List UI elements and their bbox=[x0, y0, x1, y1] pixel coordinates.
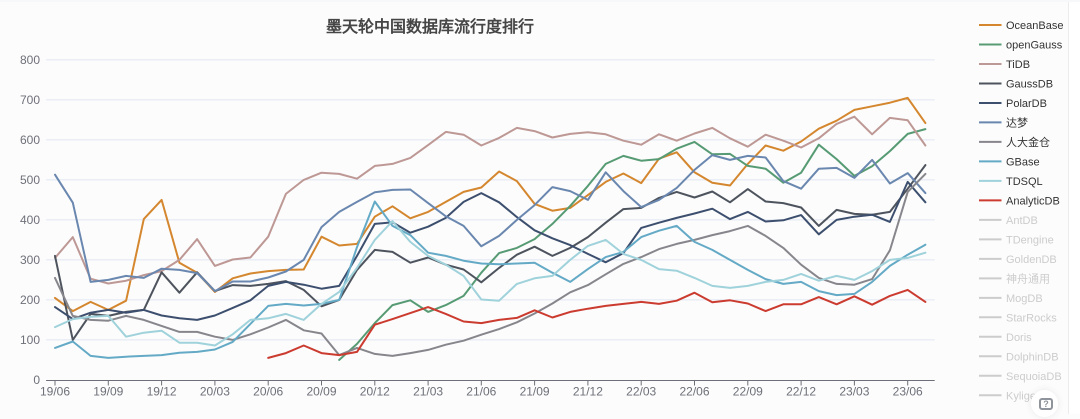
svg-text:TiDB: TiDB bbox=[1006, 59, 1030, 71]
svg-text:GBase: GBase bbox=[1006, 157, 1040, 169]
svg-text:21/06: 21/06 bbox=[466, 385, 496, 399]
svg-text:20/12: 20/12 bbox=[360, 385, 390, 399]
svg-text:21/12: 21/12 bbox=[573, 385, 603, 399]
svg-text:openGauss: openGauss bbox=[1006, 40, 1063, 52]
svg-text:400: 400 bbox=[20, 213, 40, 227]
svg-text:SequoiaDB: SequoiaDB bbox=[1006, 371, 1062, 383]
svg-text:600: 600 bbox=[20, 133, 40, 147]
svg-text:23/06: 23/06 bbox=[893, 385, 923, 399]
svg-text:AntDB: AntDB bbox=[1006, 215, 1038, 227]
svg-text:AnalyticDB: AnalyticDB bbox=[1006, 196, 1060, 208]
svg-text:800: 800 bbox=[20, 53, 40, 67]
svg-text:22/12: 22/12 bbox=[786, 385, 816, 399]
svg-text:19/12: 19/12 bbox=[147, 385, 177, 399]
svg-text:DolphinDB: DolphinDB bbox=[1006, 352, 1059, 364]
svg-text:OceanBase: OceanBase bbox=[1006, 20, 1063, 32]
svg-text:Doris: Doris bbox=[1006, 332, 1032, 344]
svg-text:300: 300 bbox=[20, 253, 40, 267]
svg-text:0: 0 bbox=[33, 373, 40, 387]
svg-text:MogDB: MogDB bbox=[1006, 293, 1043, 305]
svg-text:22/03: 22/03 bbox=[626, 385, 656, 399]
svg-text:23/03: 23/03 bbox=[839, 385, 869, 399]
svg-text:19/09: 19/09 bbox=[93, 385, 123, 399]
svg-text:TDSQL: TDSQL bbox=[1006, 176, 1043, 188]
svg-text:21/09: 21/09 bbox=[520, 385, 550, 399]
svg-text:墨天轮中国数据库流行度排行: 墨天轮中国数据库流行度排行 bbox=[326, 17, 534, 36]
svg-text:22/06: 22/06 bbox=[679, 385, 709, 399]
svg-text:GaussDB: GaussDB bbox=[1006, 79, 1053, 91]
svg-text:20/03: 20/03 bbox=[200, 385, 230, 399]
svg-text:200: 200 bbox=[20, 293, 40, 307]
svg-text:GoldenDB: GoldenDB bbox=[1006, 254, 1057, 266]
svg-text:700: 700 bbox=[20, 93, 40, 107]
svg-text:20/06: 20/06 bbox=[253, 385, 283, 399]
svg-text:达梦: 达梦 bbox=[1006, 117, 1028, 130]
svg-text:PolarDB: PolarDB bbox=[1006, 98, 1047, 110]
svg-text:人大金仓: 人大金仓 bbox=[1006, 135, 1050, 149]
svg-text:StarRocks: StarRocks bbox=[1006, 313, 1057, 325]
svg-text:100: 100 bbox=[20, 333, 40, 347]
svg-text:22/09: 22/09 bbox=[733, 385, 763, 399]
svg-text:21/03: 21/03 bbox=[413, 385, 443, 399]
svg-text:500: 500 bbox=[20, 173, 40, 187]
svg-text:神舟通用: 神舟通用 bbox=[1006, 272, 1050, 286]
svg-text:TDengine: TDengine bbox=[1006, 235, 1054, 247]
svg-text:20/09: 20/09 bbox=[306, 385, 336, 399]
svg-text:19/06: 19/06 bbox=[40, 385, 70, 399]
